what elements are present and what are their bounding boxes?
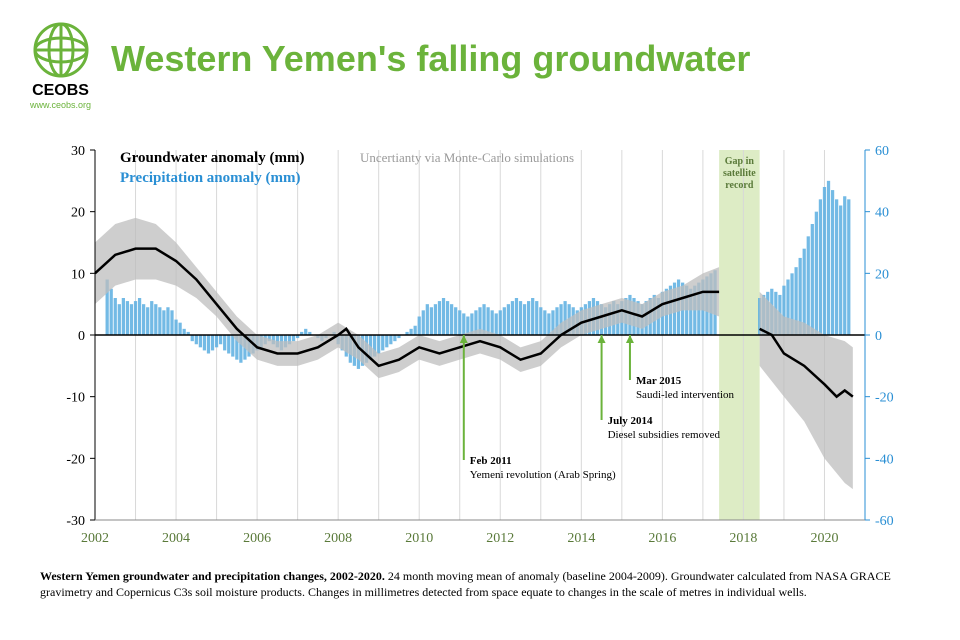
svg-text:2008: 2008	[324, 531, 352, 546]
caption-bold: Western Yemen groundwater and precipitat…	[40, 569, 385, 583]
chart-caption: Western Yemen groundwater and precipitat…	[40, 568, 920, 600]
svg-text:Mar 2015: Mar 2015	[636, 375, 682, 387]
logo-url: www.ceobs.org	[30, 100, 91, 110]
svg-text:Saudi-led intervention: Saudi-led intervention	[636, 389, 735, 401]
svg-text:2004: 2004	[162, 531, 190, 546]
svg-text:-20: -20	[66, 452, 85, 467]
svg-text:July 2014: July 2014	[608, 415, 653, 427]
logo-text: CEOBS	[32, 82, 89, 100]
svg-text:satellite: satellite	[723, 168, 756, 179]
svg-text:Precipitation anomaly (mm): Precipitation anomaly (mm)	[120, 170, 301, 186]
svg-text:2012: 2012	[486, 531, 514, 546]
ceobs-logo-icon	[31, 20, 91, 80]
svg-text:-20: -20	[875, 391, 894, 406]
svg-text:30: 30	[71, 144, 85, 159]
svg-text:20: 20	[875, 267, 889, 282]
svg-text:2016: 2016	[648, 531, 676, 546]
svg-text:-40: -40	[875, 452, 894, 467]
svg-text:-10: -10	[66, 391, 85, 406]
svg-text:10: 10	[71, 267, 85, 282]
svg-text:Yemeni revolution (Arab Spring: Yemeni revolution (Arab Spring)	[470, 469, 616, 481]
chart-area: Feb 2011 Yemeni revolution (Arab Spring) J…	[40, 130, 920, 560]
svg-text:-60: -60	[875, 514, 894, 529]
svg-text:Gap in: Gap in	[725, 156, 755, 167]
svg-text:20: 20	[71, 206, 85, 221]
chart-svg: Feb 2011 Yemeni revolution (Arab Spring) J…	[40, 130, 920, 560]
svg-text:2006: 2006	[243, 531, 271, 546]
header: CEOBS www.ceobs.org Western Yemen's fall…	[30, 20, 930, 110]
svg-text:2010: 2010	[405, 531, 433, 546]
svg-text:0: 0	[78, 329, 85, 344]
page-container: CEOBS www.ceobs.org Western Yemen's fall…	[0, 0, 960, 640]
svg-text:record: record	[725, 180, 754, 191]
logo-block: CEOBS www.ceobs.org	[30, 20, 91, 110]
svg-text:-30: -30	[66, 514, 85, 529]
svg-text:2002: 2002	[81, 531, 109, 546]
svg-text:2018: 2018	[729, 531, 757, 546]
svg-text:Feb 2011: Feb 2011	[470, 455, 512, 467]
svg-text:Diesel subsidies removed: Diesel subsidies removed	[608, 429, 721, 441]
page-title: Western Yemen's falling groundwater	[111, 38, 750, 80]
svg-text:Uncertianty via Monte-Carlo si: Uncertianty via Monte-Carlo simulations	[360, 150, 574, 165]
svg-text:2014: 2014	[567, 531, 595, 546]
svg-text:40: 40	[875, 206, 889, 221]
svg-text:2020: 2020	[810, 531, 838, 546]
svg-text:60: 60	[875, 144, 889, 159]
svg-text:Groundwater anomaly (mm): Groundwater anomaly (mm)	[120, 150, 304, 166]
svg-text:0: 0	[875, 329, 882, 344]
